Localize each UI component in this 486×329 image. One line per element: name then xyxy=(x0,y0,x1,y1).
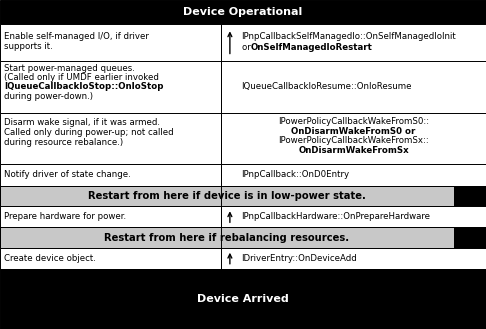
Bar xyxy=(0,113,221,164)
Text: Prepare hardware for power.: Prepare hardware for power. xyxy=(4,212,126,221)
Bar xyxy=(0,24,221,61)
Bar xyxy=(0,24,486,61)
Text: Enable self-managed I/O, if driver: Enable self-managed I/O, if driver xyxy=(4,33,149,41)
Text: Restart from here if device is in low-power state.: Restart from here if device is in low-po… xyxy=(88,191,366,201)
Text: Notify driver of state change.: Notify driver of state change. xyxy=(4,170,131,179)
Text: during resource rebalance.): during resource rebalance.) xyxy=(4,138,123,147)
Text: OnDisarmWakeFromSx: OnDisarmWakeFromSx xyxy=(298,146,409,155)
Text: Disarm wake signal, if it was armed.: Disarm wake signal, if it was armed. xyxy=(4,117,160,127)
Text: IQueueCallbackIoStop::OnIoStop: IQueueCallbackIoStop::OnIoStop xyxy=(4,82,163,91)
Text: IPnpCallback::OnD0Entry: IPnpCallback::OnD0Entry xyxy=(242,170,349,179)
Bar xyxy=(0,164,221,186)
Text: or: or xyxy=(242,43,253,52)
Bar xyxy=(221,248,486,269)
Bar xyxy=(454,227,486,248)
Text: OnDisarmWakeFromS0 or: OnDisarmWakeFromS0 or xyxy=(292,127,416,136)
Text: IQueueCallbackIoResume::OnIoResume: IQueueCallbackIoResume::OnIoResume xyxy=(242,82,412,91)
Bar xyxy=(221,164,486,186)
Bar xyxy=(0,248,221,269)
Text: Called only during power-up; not called: Called only during power-up; not called xyxy=(4,128,174,137)
Bar xyxy=(0,269,486,329)
Text: IPowerPolicyCallbackWakeFromSx::: IPowerPolicyCallbackWakeFromSx:: xyxy=(278,137,429,145)
Text: supports it.: supports it. xyxy=(4,42,52,51)
Text: during power-down.): during power-down.) xyxy=(4,92,93,101)
Text: IPowerPolicyCallbackWakeFromS0::: IPowerPolicyCallbackWakeFromS0:: xyxy=(278,117,429,126)
Bar xyxy=(0,0,486,24)
Text: Create device object.: Create device object. xyxy=(4,254,96,263)
Text: OnSelfManagedIoRestart: OnSelfManagedIoRestart xyxy=(250,43,372,52)
Bar xyxy=(221,206,486,227)
Bar xyxy=(0,206,221,227)
Bar xyxy=(0,227,486,248)
Bar xyxy=(0,227,454,248)
Text: Device Operational: Device Operational xyxy=(183,7,303,17)
Text: Start power-managed queues.: Start power-managed queues. xyxy=(4,63,135,73)
Bar xyxy=(221,113,486,164)
Text: IPnpCallbackHardware::OnPrepareHardware: IPnpCallbackHardware::OnPrepareHardware xyxy=(242,212,431,221)
Text: Restart from here if rebalancing resources.: Restart from here if rebalancing resourc… xyxy=(104,233,349,242)
Bar xyxy=(0,186,454,206)
Bar xyxy=(0,61,221,113)
Text: IDriverEntry::OnDeviceAdd: IDriverEntry::OnDeviceAdd xyxy=(242,254,357,263)
Bar xyxy=(0,186,486,206)
Bar xyxy=(221,61,486,113)
Bar xyxy=(454,186,486,206)
Text: IPnpCallbackSelfManagedIo::OnSelfManagedIoInit: IPnpCallbackSelfManagedIo::OnSelfManaged… xyxy=(242,33,456,41)
Bar xyxy=(221,24,486,61)
Text: (Called only if UMDF earlier invoked: (Called only if UMDF earlier invoked xyxy=(4,73,159,82)
Text: Device Arrived: Device Arrived xyxy=(197,294,289,304)
